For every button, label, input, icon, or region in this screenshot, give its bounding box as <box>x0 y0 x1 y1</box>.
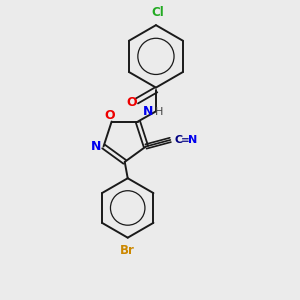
Text: H: H <box>155 107 164 117</box>
Text: N: N <box>143 105 154 118</box>
Text: O: O <box>126 96 136 109</box>
Text: C: C <box>175 135 183 145</box>
Text: Cl: Cl <box>151 6 164 19</box>
Text: ≡: ≡ <box>181 135 190 145</box>
Text: Br: Br <box>120 244 135 257</box>
Text: N: N <box>188 135 197 145</box>
Text: N: N <box>91 140 101 153</box>
Text: O: O <box>105 109 116 122</box>
